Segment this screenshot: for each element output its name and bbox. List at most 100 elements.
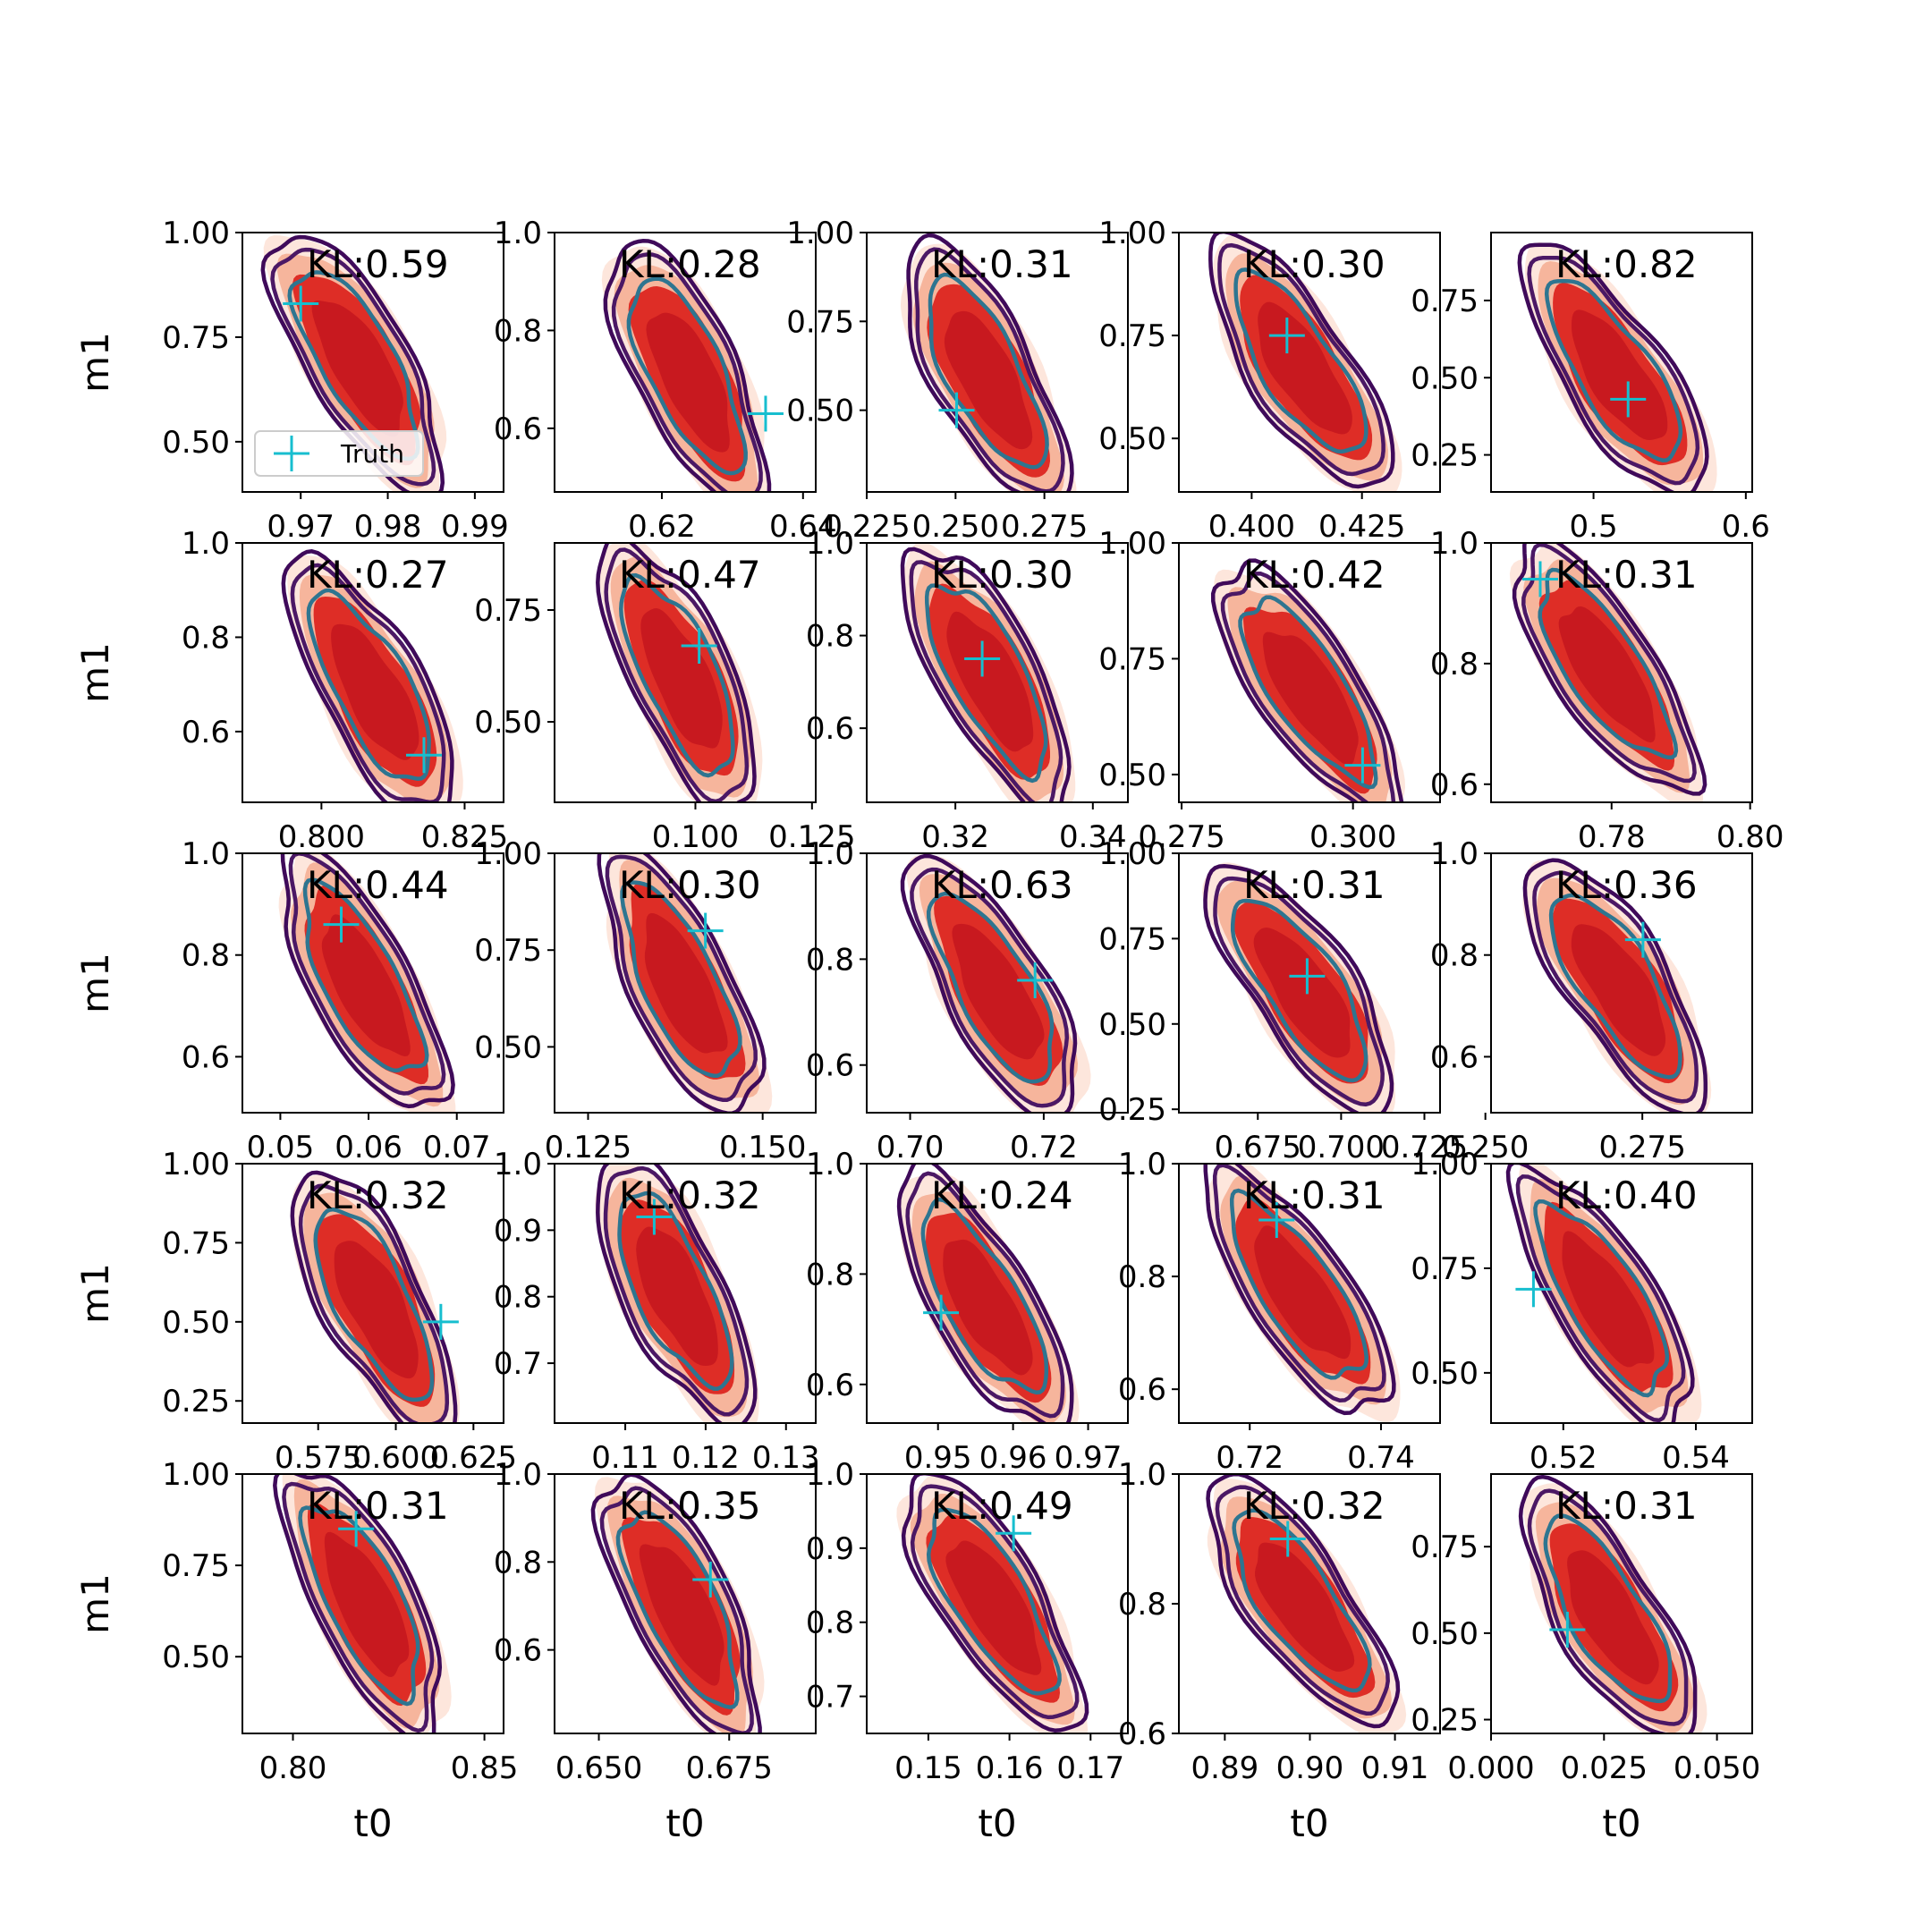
contour-outer bbox=[1522, 858, 1708, 1113]
posterior-contours bbox=[1522, 858, 1712, 1113]
x-tick-label: 0.125 bbox=[545, 1130, 631, 1165]
x-axis-label: t0 bbox=[1290, 1801, 1328, 1845]
axes-frame bbox=[866, 542, 1129, 803]
posterior-contours bbox=[1518, 1474, 1707, 1733]
contour-inner bbox=[1229, 1188, 1368, 1380]
contour-mid bbox=[1515, 1174, 1686, 1423]
contour-mid bbox=[1212, 1164, 1386, 1402]
subplot: KL:0.42 0.275 0.300 0.50 0.75 1.00 bbox=[1098, 526, 1441, 855]
fill-level-core bbox=[1572, 309, 1668, 440]
fill-level-core bbox=[1253, 928, 1351, 1058]
x-tick-label: 0.025 bbox=[1561, 1750, 1648, 1786]
truth-marker bbox=[747, 395, 784, 432]
y-tick-label: 0.75 bbox=[162, 320, 230, 356]
x-tick-label: 0.250 bbox=[912, 509, 999, 545]
contour-inner bbox=[626, 276, 748, 476]
contour-outer bbox=[901, 1474, 1089, 1733]
kl-label: KL:0.31 bbox=[307, 1484, 449, 1528]
x-tick-label: 0.72 bbox=[1216, 1440, 1284, 1476]
axes-frame bbox=[554, 232, 817, 493]
contour-mid bbox=[914, 247, 1065, 492]
fill-level-core bbox=[644, 912, 728, 1054]
subplot: KL:0.59 0.97 0.98 0.99 0.50 0.75 1.00 m1 Truth bbox=[73, 216, 509, 545]
contour-outer bbox=[273, 1474, 443, 1733]
truth-marker bbox=[1549, 1612, 1586, 1648]
x-tick-label: 0.99 bbox=[441, 509, 509, 545]
posterior-contours bbox=[900, 543, 1076, 802]
x-tick-label: 0.64 bbox=[769, 509, 837, 545]
contour-inner bbox=[1533, 1199, 1670, 1398]
x-tick-label: 0.97 bbox=[267, 509, 335, 545]
posterior-contours bbox=[896, 1474, 1089, 1733]
y-tick-label: 0.8 bbox=[1118, 1259, 1166, 1295]
subplot: KL:0.44 0.05 0.06 0.07 0.6 0.8 1.0 m1 bbox=[73, 836, 504, 1165]
x-tick-label: 0.52 bbox=[1530, 1440, 1597, 1476]
subplot: KL:0.82 0.5 0.6 0.25 0.50 0.75 bbox=[1411, 232, 1770, 545]
y-tick-label: 1.00 bbox=[1411, 1147, 1479, 1182]
x-tick-label: 0.000 bbox=[1447, 1750, 1534, 1786]
kl-label: KL:0.31 bbox=[1243, 863, 1385, 907]
truth-marker bbox=[1258, 1202, 1295, 1239]
y-tick-label: 0.6 bbox=[1430, 767, 1479, 803]
subplot: KL:0.47 0.100 0.125 0.50 0.75 bbox=[474, 542, 856, 855]
kl-label: KL:0.44 bbox=[307, 863, 449, 907]
y-tick-label: 0.8 bbox=[494, 1280, 542, 1316]
fill-level-core bbox=[944, 310, 1033, 450]
fill-level-core bbox=[952, 923, 1045, 1060]
fill-level-core bbox=[639, 1544, 724, 1686]
contour-inner bbox=[924, 583, 1048, 784]
kl-label: KL:0.32 bbox=[619, 1174, 761, 1217]
truth-marker bbox=[1269, 1521, 1306, 1557]
posterior-contours bbox=[1517, 242, 1717, 492]
y-tick-label: 0.75 bbox=[1098, 318, 1166, 354]
contour-inner bbox=[920, 1197, 1049, 1395]
subplot: KL:0.31 0.78 0.80 0.6 0.8 1.0 bbox=[1430, 526, 1784, 855]
x-tick-label: 0.575 bbox=[275, 1440, 361, 1476]
y-tick-label: 1.00 bbox=[162, 1147, 230, 1182]
contour-mid bbox=[1220, 572, 1396, 802]
kl-label: KL:0.31 bbox=[1243, 1174, 1385, 1217]
contour-inner bbox=[619, 572, 735, 778]
x-tick-label: 0.17 bbox=[1056, 1750, 1124, 1786]
contour-outer bbox=[1203, 1164, 1396, 1416]
axes-frame bbox=[866, 232, 1129, 493]
y-tick-label: 0.6 bbox=[1430, 1039, 1479, 1075]
contour-inner bbox=[1230, 898, 1368, 1083]
posterior-contours bbox=[273, 1474, 452, 1733]
kl-label: KL:0.42 bbox=[1243, 553, 1385, 597]
x-tick-label: 0.98 bbox=[354, 509, 422, 545]
fill-level-core bbox=[1262, 631, 1359, 766]
x-tick-label: 0.400 bbox=[1208, 509, 1295, 545]
contour-mid bbox=[910, 1484, 1080, 1720]
x-tick-label: 0.275 bbox=[1138, 819, 1224, 855]
x-tick-label: 0.6 bbox=[1722, 509, 1770, 545]
axes-frame bbox=[242, 1473, 504, 1734]
contour-mid bbox=[1532, 870, 1699, 1104]
y-tick-label: 0.50 bbox=[1098, 421, 1166, 457]
y-tick-label: 0.50 bbox=[1411, 1356, 1479, 1392]
x-tick-label: 0.300 bbox=[1309, 819, 1396, 855]
y-tick-label: 0.8 bbox=[806, 1257, 854, 1292]
contour-outer bbox=[1208, 233, 1395, 489]
axes-frame bbox=[242, 232, 504, 493]
y-tick-label: 1.0 bbox=[182, 836, 230, 872]
x-tick-label: 0.78 bbox=[1578, 819, 1646, 855]
posterior-contours bbox=[260, 234, 447, 492]
y-tick-label: 0.6 bbox=[182, 1039, 230, 1075]
posterior-contours bbox=[290, 1170, 460, 1423]
x-tick-label: 0.225 bbox=[823, 509, 910, 545]
posterior-contours bbox=[595, 1164, 759, 1423]
x-tick-label: 0.275 bbox=[1001, 509, 1088, 545]
contour-outer bbox=[290, 1170, 458, 1423]
posterior-contours bbox=[900, 233, 1077, 492]
contour-mid bbox=[290, 563, 446, 802]
subplot: KL:0.32 0.89 0.90 0.91 0.6 0.8 1.0 t0 bbox=[1118, 1457, 1441, 1845]
kl-label: KL:0.30 bbox=[931, 553, 1073, 597]
y-tick-label: 0.7 bbox=[806, 1680, 854, 1716]
x-tick-label: 0.32 bbox=[921, 819, 989, 855]
kl-label: KL:0.31 bbox=[1555, 553, 1698, 597]
x-tick-label: 0.11 bbox=[591, 1440, 659, 1476]
y-tick-label: 0.75 bbox=[1411, 284, 1479, 319]
contour-outer bbox=[1505, 1164, 1695, 1423]
y-tick-label: 0.9 bbox=[806, 1531, 854, 1567]
